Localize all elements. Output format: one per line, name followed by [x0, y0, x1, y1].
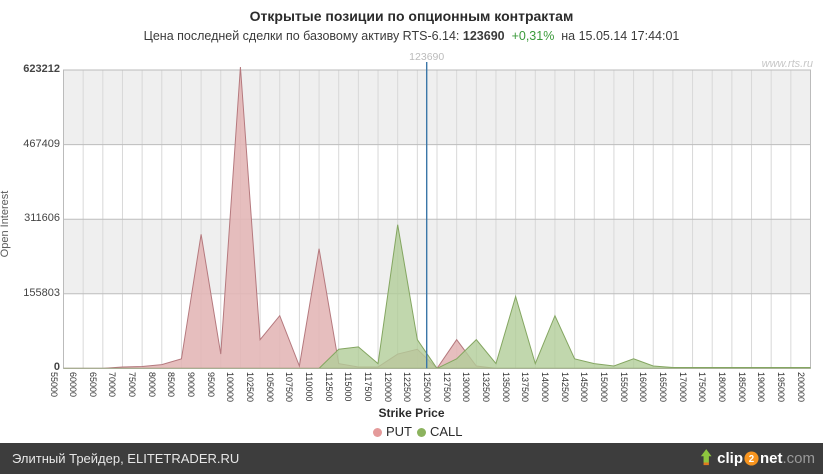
- svg-text:2: 2: [749, 454, 754, 465]
- svg-text:123690: 123690: [409, 51, 444, 63]
